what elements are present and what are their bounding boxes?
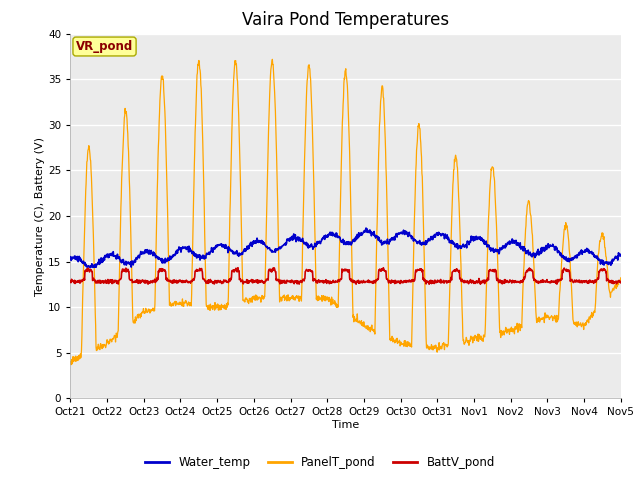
Text: VR_pond: VR_pond [76, 40, 133, 53]
Legend: Water_temp, PanelT_pond, BattV_pond: Water_temp, PanelT_pond, BattV_pond [141, 452, 499, 474]
Title: Vaira Pond Temperatures: Vaira Pond Temperatures [242, 11, 449, 29]
Y-axis label: Temperature (C), Battery (V): Temperature (C), Battery (V) [35, 136, 45, 296]
X-axis label: Time: Time [332, 420, 359, 430]
